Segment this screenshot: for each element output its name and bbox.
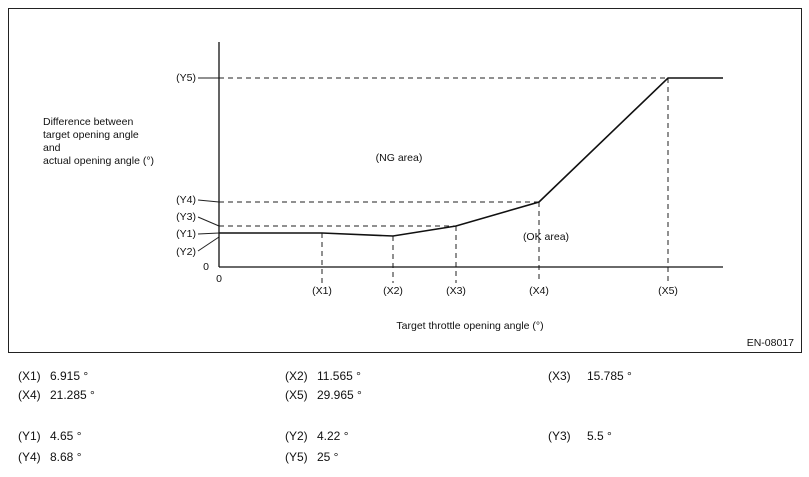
leaders bbox=[197, 77, 220, 252]
x-tick-label: (X4) bbox=[529, 285, 549, 297]
region-label: (OK area) bbox=[523, 231, 569, 243]
value-text: 29.965 ° bbox=[317, 388, 362, 402]
x-tick-label: (X1) bbox=[312, 285, 332, 297]
y-tick-label: (Y5) bbox=[176, 72, 196, 84]
value-name: (Y2) bbox=[285, 429, 308, 443]
value-name: (X2) bbox=[285, 369, 308, 383]
guides bbox=[219, 77, 669, 283]
y-axis-label: target opening angle bbox=[43, 129, 139, 141]
value-text: 4.22 ° bbox=[317, 429, 349, 443]
value-text: 6.915 ° bbox=[50, 369, 89, 383]
value-name: (X4) bbox=[18, 388, 41, 402]
x-axis-label: Target throttle opening angle (°) bbox=[396, 320, 543, 332]
value-name: (X5) bbox=[285, 388, 308, 402]
region-label: (NG area) bbox=[376, 152, 423, 164]
value-name: (Y3) bbox=[548, 429, 571, 443]
value-name: (Y1) bbox=[18, 429, 41, 443]
y-tick-label: (Y3) bbox=[176, 211, 196, 223]
y-tick-label: (Y2) bbox=[176, 246, 196, 258]
value-text: 5.5 ° bbox=[587, 429, 612, 443]
value-name: (X1) bbox=[18, 369, 41, 383]
value-name: (Y5) bbox=[285, 450, 308, 464]
threshold-curve bbox=[219, 77, 723, 237]
value-name: (Y4) bbox=[18, 450, 41, 464]
x-tick-label: (X2) bbox=[383, 285, 403, 297]
figure-id: EN-08017 bbox=[747, 337, 794, 349]
diagram: Difference between target opening angle … bbox=[8, 8, 802, 353]
value-text: 21.285 ° bbox=[50, 388, 95, 402]
y-tick-label: 0 bbox=[203, 261, 209, 273]
y-axis-label: and bbox=[43, 142, 61, 154]
value-text: 15.785 ° bbox=[587, 369, 632, 383]
y-axis-label: Difference between bbox=[43, 116, 133, 128]
x-tick-label: (X3) bbox=[446, 285, 466, 297]
y-axis-label: actual opening angle (°) bbox=[43, 155, 154, 167]
value-text: 4.65 ° bbox=[50, 429, 82, 443]
value-text: 8.68 ° bbox=[50, 450, 82, 464]
value-text: 11.565 ° bbox=[317, 369, 361, 383]
value-text: 25 ° bbox=[317, 450, 339, 464]
x-tick-label: (X5) bbox=[658, 285, 678, 297]
x-tick-label: 0 bbox=[216, 273, 222, 285]
y-tick-label: (Y4) bbox=[176, 194, 196, 206]
y-tick-label: (Y1) bbox=[176, 228, 196, 240]
value-name: (X3) bbox=[548, 369, 571, 383]
frame bbox=[8, 8, 802, 353]
